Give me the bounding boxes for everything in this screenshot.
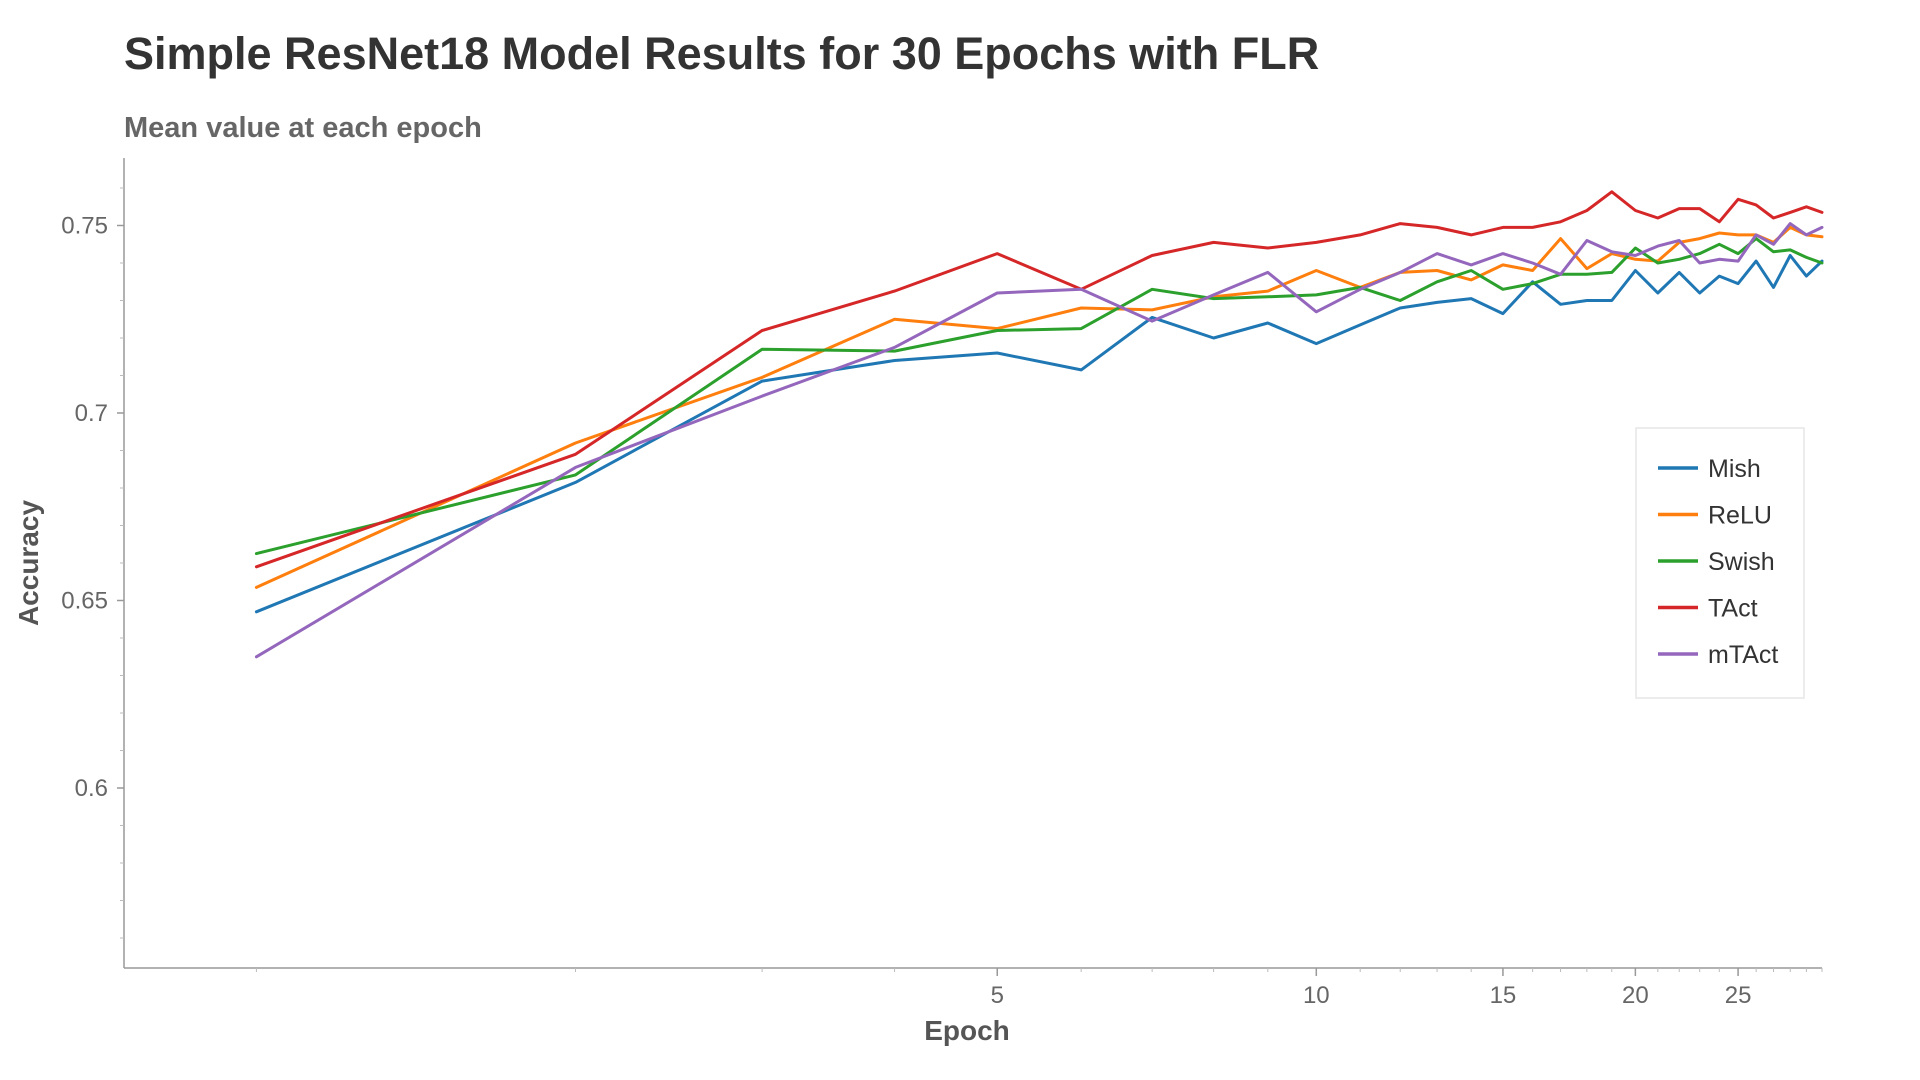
x-tick-label: 25 (1725, 982, 1752, 1009)
legend: Mish ReLU Swish TAct mTAct (1635, 427, 1805, 699)
chart-title: Simple ResNet18 Model Results for 30 Epo… (124, 28, 1320, 79)
y-tick-label: 0.75 (61, 213, 108, 240)
y-tick-label: 0.65 (61, 588, 108, 615)
x-axis-title: Epoch (924, 1015, 1010, 1046)
series-line-tact (254, 190, 1824, 569)
series-line-mtact (254, 222, 1824, 659)
legend-label-tact: TAct (1708, 595, 1758, 623)
series-line-swish (254, 237, 1824, 556)
y-tick-label: 0.6 (75, 775, 108, 802)
x-tick-label: 15 (1490, 982, 1517, 1009)
legend-label-mtact: mTAct (1708, 641, 1778, 669)
x-tick-label: 20 (1622, 982, 1649, 1009)
legend-label-swish: Swish (1708, 548, 1775, 576)
x-tick-label: 10 (1303, 982, 1330, 1009)
series-group (254, 190, 1824, 659)
axis-ticks: 0.6 0.65 0.7 0.75 5 10 15 20 25 (61, 187, 1823, 1009)
x-tick-label: 5 (991, 982, 1004, 1009)
legend-label-relu: ReLU (1708, 502, 1772, 530)
y-tick-label: 0.7 (75, 400, 108, 427)
series-line-mish (254, 254, 1824, 614)
y-axis-title: Accuracy (13, 500, 44, 627)
series-line-relu (254, 225, 1824, 589)
legend-label-mish: Mish (1708, 455, 1761, 483)
chart-subtitle: Mean value at each epoch (124, 112, 482, 144)
